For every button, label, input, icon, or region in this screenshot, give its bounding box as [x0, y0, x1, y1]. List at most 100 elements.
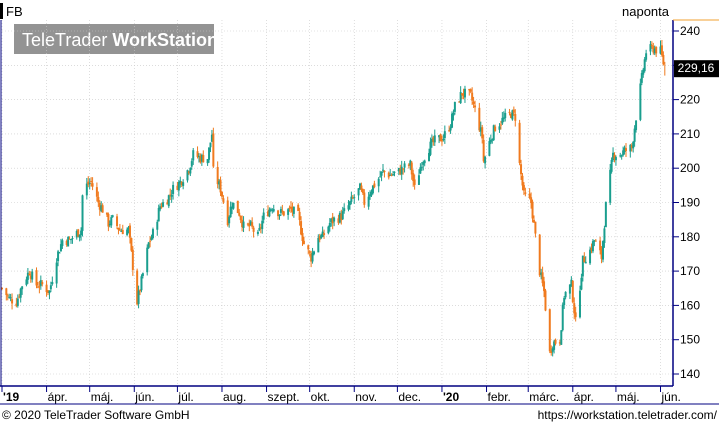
candle-body	[302, 240, 305, 244]
candle-body	[170, 195, 173, 197]
candle-body	[548, 309, 551, 352]
y-tick-label: 190	[680, 196, 700, 210]
candle-body	[341, 211, 344, 220]
candle-body	[604, 201, 607, 228]
candle-body	[107, 213, 110, 227]
candle-body	[338, 212, 341, 223]
candle-body	[423, 160, 426, 164]
candle-body	[472, 101, 475, 104]
candle-body	[1, 287, 3, 289]
y-tick-label: 150	[680, 333, 700, 347]
candle-body	[643, 59, 646, 72]
candle-body	[258, 228, 261, 230]
candle-body	[226, 200, 229, 226]
footer-url[interactable]: https://workstation.teletrader.com/	[538, 408, 718, 422]
candle-body	[419, 167, 422, 174]
candle-body	[373, 183, 376, 188]
candle-body	[91, 183, 94, 187]
candle-body	[45, 284, 48, 293]
candle-body	[543, 281, 546, 292]
candle-body	[131, 249, 134, 270]
candle-body	[291, 206, 294, 212]
candle-body	[167, 195, 170, 207]
candle-body	[236, 200, 239, 213]
candle-body	[612, 152, 615, 160]
candle-body	[531, 201, 534, 219]
candle-body	[118, 229, 121, 231]
candle-body	[51, 282, 54, 285]
candle-body	[583, 257, 586, 263]
candle-body	[468, 88, 471, 91]
x-tick-label: '20	[443, 390, 460, 404]
candle-body	[502, 117, 505, 120]
candle-body	[26, 272, 29, 280]
candle-body	[249, 221, 252, 225]
candle-body	[67, 237, 70, 247]
candle-body	[350, 196, 353, 202]
candle-body	[271, 209, 274, 211]
candle-body	[35, 270, 38, 286]
x-tick-label: ápr.	[48, 390, 68, 404]
candle-body	[156, 221, 159, 230]
candle-body	[210, 134, 213, 142]
candle-body	[189, 167, 192, 174]
candle-body	[292, 206, 295, 214]
candle-body	[6, 295, 9, 297]
candle-body	[141, 273, 144, 277]
y-axis: 140150160170180190200210220230240	[673, 24, 700, 381]
candle-body	[599, 240, 602, 251]
candle-body	[31, 271, 34, 280]
interval-label[interactable]: naponta	[622, 4, 670, 19]
candle-body	[430, 138, 433, 143]
candle-body	[659, 46, 662, 54]
candle-body	[281, 210, 284, 212]
candle-body	[563, 297, 566, 306]
candle-body	[88, 183, 91, 185]
candle-body	[279, 209, 282, 213]
candle-body	[360, 185, 363, 191]
candle-body	[150, 237, 153, 241]
y-tick-label: 200	[680, 161, 700, 175]
x-tick-label: okt.	[311, 390, 330, 404]
candle-body	[377, 178, 380, 187]
candle-body	[570, 279, 573, 286]
x-tick-label: dec.	[398, 390, 421, 404]
candle-body	[443, 131, 446, 138]
candle-body	[551, 348, 554, 352]
candle-body	[61, 240, 64, 246]
candle-body	[196, 151, 199, 157]
candle-body	[650, 44, 653, 46]
candle-body	[310, 253, 313, 262]
candle-body	[130, 238, 133, 251]
candle-body	[433, 135, 436, 143]
candle-body	[59, 244, 62, 252]
candle-body	[220, 191, 223, 197]
candle-body	[160, 206, 163, 208]
candle-body	[75, 230, 78, 238]
candle-body	[451, 113, 454, 128]
ticker-label[interactable]: FB	[6, 4, 23, 19]
candle-body	[81, 195, 84, 231]
candle-body	[121, 230, 124, 235]
candle-body	[162, 202, 165, 207]
candle-body	[126, 229, 129, 235]
candle-body	[382, 169, 385, 171]
candle-body	[241, 219, 244, 228]
candle-body	[609, 169, 612, 203]
candle-body	[370, 191, 373, 196]
candle-body	[568, 284, 571, 294]
candle-body	[212, 133, 215, 167]
candle-body	[409, 160, 412, 166]
candle-body	[228, 216, 231, 224]
candle-body	[140, 276, 143, 291]
candle-body	[534, 221, 537, 234]
candle-body	[578, 290, 581, 318]
candle-body	[452, 113, 455, 116]
candle-body	[200, 154, 203, 162]
candle-body	[584, 261, 587, 264]
candle-body	[361, 189, 364, 193]
last-price-label: 229,16	[678, 61, 715, 75]
candle-body	[458, 101, 461, 103]
candle-body	[561, 304, 564, 331]
